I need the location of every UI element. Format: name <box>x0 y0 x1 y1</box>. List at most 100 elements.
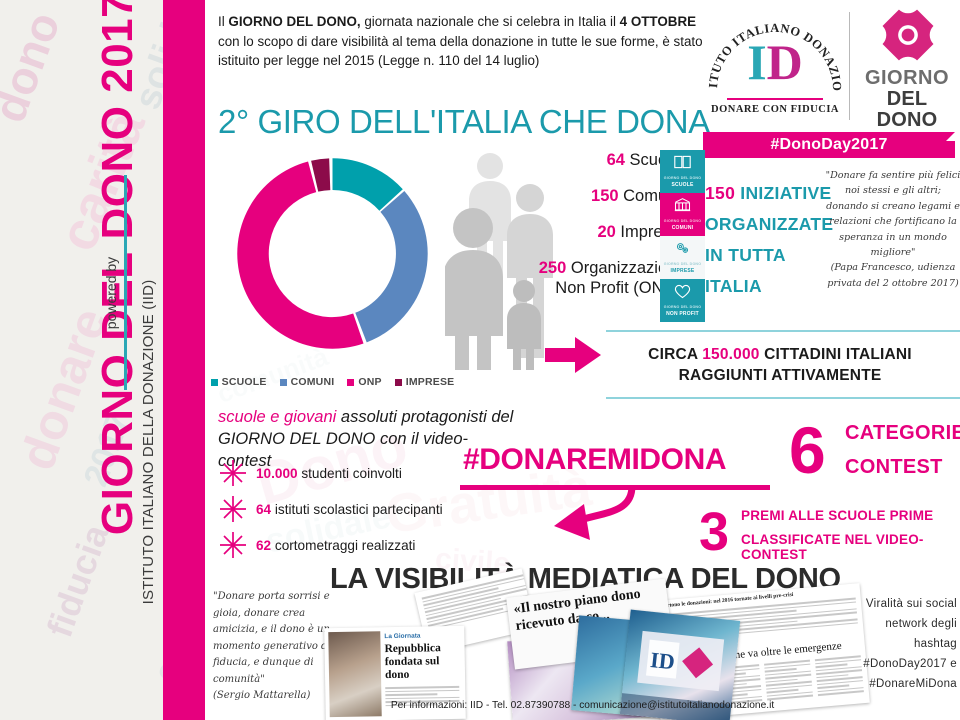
sidebar-accent-bar <box>163 0 205 720</box>
intro-text-1: giornata nazionale che si celebra in Ita… <box>360 14 620 29</box>
badge-imprese: GIORNO DEL DONO IMPRESE <box>660 236 705 279</box>
iniziative-line2: ORGANIZZATE <box>705 214 834 234</box>
stat-onp-label2: Non Profit (ONP) <box>555 279 680 297</box>
list-item: 62 cortometraggi realizzati <box>218 527 508 563</box>
iid-logo: ISTITUTO ITALIANO DONAZIONE ID DONARE CO… <box>705 8 845 126</box>
gdd-brand-line1: GIORNO <box>864 67 950 89</box>
bullet-text-1: 10.000 studenti coinvolti <box>256 466 402 481</box>
bullet-text-3: 62 cortometraggi realizzati <box>256 538 415 553</box>
prizes-label-2: CLASSIFICATE NEL VIDEO-CONTEST <box>741 532 924 562</box>
star-bullet-icon <box>220 496 246 522</box>
legend-label-comuni: COMUNI <box>290 376 335 388</box>
categories-count: 6 <box>789 413 826 487</box>
badge-non-profit: GIORNO DEL DONO NON PROFIT <box>660 279 705 322</box>
participants-donut-chart: SCUOLE COMUNI ONP IMPRESE <box>210 150 454 390</box>
legend-label-onp: ONP <box>358 376 382 388</box>
iniziative-block: 150 INIZIATIVE ORGANIZZATE IN TUTTA ITAL… <box>705 178 840 302</box>
school-bullets: 10.000 studenti coinvolti 64 istituti sc… <box>218 455 508 563</box>
stat-comuni: 150 Comuni <box>505 186 680 207</box>
clipping-col-3 <box>763 659 813 702</box>
intro-bold-giorno: GIORNO DEL DONO, <box>228 14 361 29</box>
donut-slice-comuni <box>355 191 428 343</box>
press-clippings: Ripartono le donazioni: nel 2016 tornate… <box>324 568 870 720</box>
bullet-label-2: istituti scolastici partecipanti <box>271 501 443 517</box>
bullet-number-1: 10.000 <box>256 465 298 481</box>
legend-swatch-scuole <box>210 378 218 386</box>
donut-slice-imprese <box>311 158 331 192</box>
badge-scuole-top: GIORNO DEL DONO <box>663 176 702 180</box>
donut-svg <box>237 158 428 349</box>
circa-line2: RAGGIUNTI ATTIVAMENTE <box>678 367 882 384</box>
clipping-kicker: La Giornata <box>384 632 421 641</box>
hashtag-underline <box>460 485 770 490</box>
donut-slice-onp <box>237 161 364 349</box>
iid-tagline: DONARE CON FIDUCIA <box>710 104 839 115</box>
person-silhouette-child <box>507 280 541 370</box>
categories-label-2: CONTEST <box>845 456 943 478</box>
circa-prefix: CIRCA <box>648 346 703 363</box>
papa-quote-attribution: (Papa Francesco, udienza privata del 2 o… <box>827 262 959 289</box>
iniziative-line3: IN TUTTA ITALIA <box>705 245 786 296</box>
list-item: 64 istituti scolastici partecipanti <box>218 491 508 527</box>
legend-label-scuole: SCUOLE <box>221 376 267 388</box>
chart-legend: SCUOLE COMUNI ONP IMPRESE <box>210 376 454 388</box>
legend-label-imprese: IMPRESE <box>405 376 455 388</box>
arrow-right-icon <box>545 337 601 373</box>
social-line3: hashtag <box>913 638 957 650</box>
stat-imprese: 20 Imprese <box>505 222 680 243</box>
curved-arrow-icon <box>554 485 636 540</box>
iniziative-line1: INIZIATIVE <box>740 183 832 203</box>
mattarella-quote: "Donare porta sorrisi e gioia, donare cr… <box>213 589 338 705</box>
categories-label-1: CATEGORIE <box>845 422 960 444</box>
mattarella-quote-attribution: (Sergio Mattarella) <box>213 690 311 701</box>
social-line1: Viralità sui social <box>865 598 957 610</box>
intro-text-2: con lo scopo di dare visibilità al tema … <box>218 33 703 69</box>
tv-studio-graphic: ID <box>619 630 732 720</box>
stat-imprese-number: 20 <box>597 223 616 241</box>
iid-letters: ID <box>747 34 803 90</box>
giorno-del-dono-logo: GIORNO DEL DONO <box>859 6 955 131</box>
gdd-brand-line2: DEL DONO <box>876 88 938 131</box>
bullet-number-3: 62 <box>256 537 272 553</box>
legend-item-imprese: IMPRESE <box>394 376 455 388</box>
heart-icon <box>660 284 705 304</box>
badge-comuni: GIORNO DEL DONO COMUNI <box>660 193 705 236</box>
papa-francesco-quote: "Donare fa sentire più felici noi stessi… <box>823 168 960 291</box>
badge-imprese-top: GIORNO DEL DONO <box>663 262 702 266</box>
iid-rule <box>727 98 823 100</box>
prizes-count: 3 <box>699 502 730 562</box>
bullet-label-1: studenti coinvolti <box>297 465 402 481</box>
clipping-headline: Repubblica fondata sul dono <box>384 642 441 682</box>
circa-rule-bottom <box>606 397 960 399</box>
stat-onp-number: 250 <box>538 259 567 277</box>
papa-quote-text: "Donare fa sentire più felici noi stessi… <box>825 170 960 259</box>
social-line4: #DonoDay2017 e <box>863 658 957 670</box>
stat-scuole: 64 Scuole <box>505 150 680 171</box>
diamond-flower-icon <box>879 6 937 64</box>
badge-comuni-top: GIORNO DEL DONO <box>663 219 702 223</box>
prizes-label-1: PREMI ALLE SCUOLE PRIME <box>741 508 934 523</box>
stat-comuni-number: 150 <box>591 187 619 205</box>
badge-onp-top: GIORNO DEL DONO <box>663 305 702 309</box>
badge-onp-name: NON PROFIT <box>666 310 699 317</box>
donaremidona-hashtag: #DONAREMIDONA <box>463 443 727 476</box>
legend-swatch-imprese <box>394 378 402 386</box>
bank-icon <box>660 198 705 217</box>
donoday-hashtag-banner: #DonoDay2017 <box>703 132 955 158</box>
circa-citizens-block: CIRCA 150.000 CITTADINI ITALIANI RAGGIUN… <box>600 330 960 400</box>
list-item: 10.000 studenti coinvolti <box>218 455 508 491</box>
badge-comuni-name: COMUNI <box>671 224 694 231</box>
donut-slice-scuole <box>332 158 403 211</box>
svg-text:ID: ID <box>649 647 676 674</box>
mattarella-quote-text: "Donare porta sorrisi e gioia, donare cr… <box>213 591 331 685</box>
sidebar-organization: ISTITUTO ITALIANO DELLA DONAZIONE (IID) <box>140 279 157 605</box>
logo-divider <box>849 12 850 120</box>
circa-text: CIRCA 150.000 CITTADINI ITALIANI RAGGIUN… <box>600 344 960 386</box>
legend-item-onp: ONP <box>347 376 382 388</box>
logo-block: ISTITUTO ITALIANO DONAZIONE ID DONARE CO… <box>703 4 955 159</box>
scuole-giovani-highlight: scuole e giovani <box>218 408 337 426</box>
sidebar-powered-by: powered by <box>103 256 119 330</box>
scuole-giovani-line2: GIORNO DEL DONO con il video-contest <box>218 430 469 470</box>
stat-onp: 250 Organizzazioni Non Profit (ONP) <box>505 258 680 298</box>
